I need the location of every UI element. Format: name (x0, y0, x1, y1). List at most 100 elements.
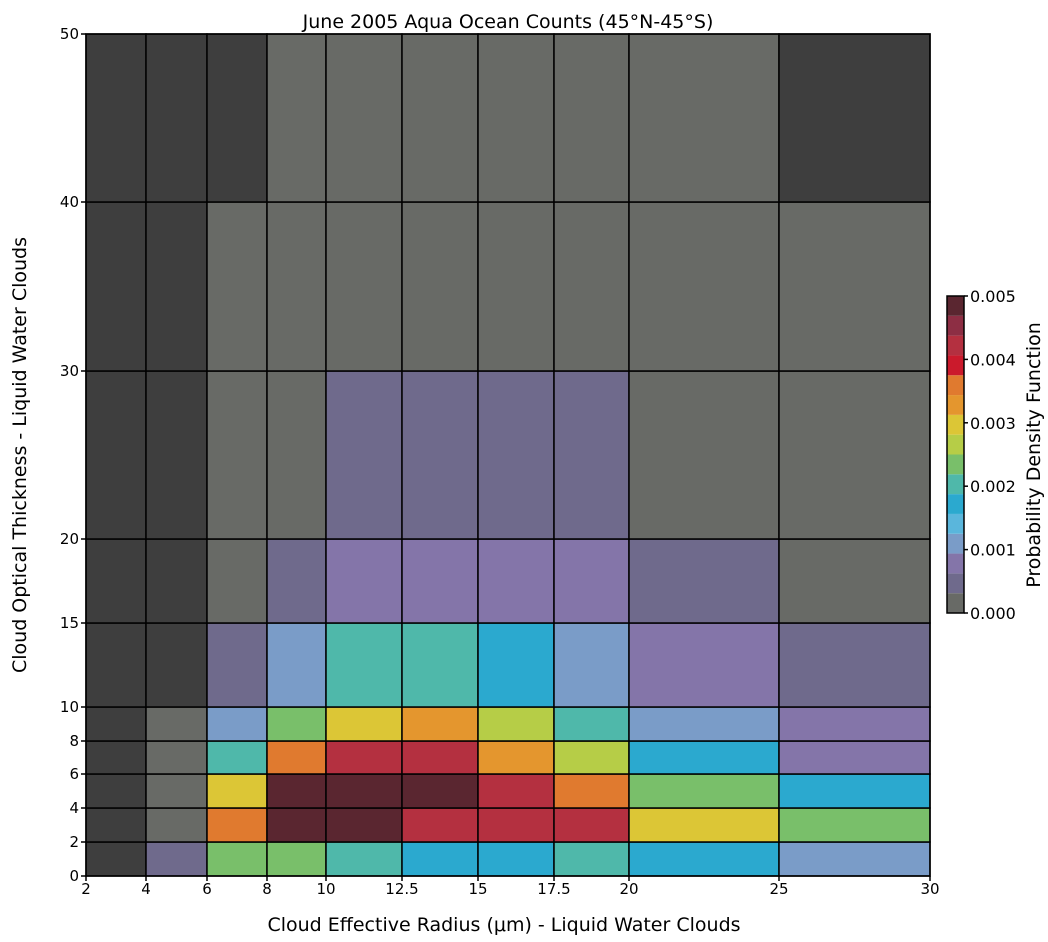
colorbar-label: Probability Density Function (1023, 322, 1045, 588)
colorbar-segment (947, 375, 964, 396)
heatmap-cell (628, 807, 780, 843)
heatmap-cell (628, 740, 780, 775)
heatmap-cell (477, 773, 555, 809)
heatmap-cell (266, 773, 327, 809)
colorbar-segment (947, 315, 964, 336)
heatmap-cell (553, 740, 630, 775)
heatmap-cell (85, 706, 147, 742)
colorbar-segment (947, 414, 964, 435)
heatmap-cell (628, 370, 780, 540)
y-tick-label: 6 (69, 765, 79, 783)
heatmap-cell (206, 807, 268, 843)
heatmap-cell (85, 807, 147, 843)
colorbar-frame (946, 295, 965, 614)
heatmap-cell (85, 773, 147, 809)
heatmap-cell (206, 622, 268, 708)
heatmap-cell (628, 841, 780, 877)
colorbar-segment (947, 553, 964, 574)
colorbar-segment (947, 573, 964, 594)
heatmap-cell (325, 622, 403, 708)
colorbar-segment (947, 494, 964, 514)
heatmap-cell (778, 370, 931, 540)
y-axis-label: Cloud Optical Thickness - Liquid Water C… (9, 237, 31, 673)
colorbar-segment (947, 454, 964, 475)
heatmap-cell (206, 201, 268, 372)
heatmap-cell (553, 33, 630, 203)
heatmap-cell (145, 370, 208, 540)
heatmap-cell (145, 807, 208, 843)
heatmap-cell (778, 201, 931, 372)
y-tick-label: 10 (60, 698, 79, 716)
heatmap-cell (628, 201, 780, 372)
heatmap-cell (325, 773, 403, 809)
heatmap-cell (325, 841, 403, 877)
heatmap-cell (206, 370, 268, 540)
colorbar-segment (947, 513, 964, 534)
heatmap-cell (553, 773, 630, 809)
y-tick-label: 4 (69, 799, 79, 817)
heatmap-cell (401, 622, 479, 708)
y-tick-label: 0 (69, 867, 79, 885)
heatmap-cell (325, 370, 403, 540)
heatmap-cell (477, 370, 555, 540)
heatmap-cell (628, 33, 780, 203)
heatmap-cell (401, 201, 479, 372)
heatmap-cell (778, 33, 931, 203)
y-tick-label: 40 (60, 193, 79, 211)
x-tick-label: 25 (769, 880, 788, 898)
heatmap-cell (778, 622, 931, 708)
heatmap-cell (401, 33, 479, 203)
colorbar-tick-label: 0.000 (970, 604, 1016, 623)
heatmap-cell (145, 33, 208, 203)
x-tick-label: 10 (316, 880, 335, 898)
heatmap-cell (325, 201, 403, 372)
x-axis-label: Cloud Effective Radius (μm) - Liquid Wat… (267, 914, 740, 936)
heatmap-cell (553, 807, 630, 843)
heatmap-cell (145, 740, 208, 775)
heatmap-cell (85, 622, 147, 708)
colorbar-segment (947, 395, 964, 415)
heatmap-cells (85, 33, 931, 877)
heatmap-cell (553, 201, 630, 372)
heatmap-cell (778, 706, 931, 742)
heatmap-cell (477, 622, 555, 708)
heatmap-cell (477, 538, 555, 624)
y-tick-label: 30 (60, 362, 79, 380)
heatmap-cell (206, 773, 268, 809)
heatmap-cell (401, 538, 479, 624)
heatmap-cell (85, 538, 147, 624)
heatmap-cell (401, 773, 479, 809)
colorbar-tick-label: 0.005 (970, 287, 1016, 306)
heatmap-cell (206, 841, 268, 877)
y-tick-label: 2 (69, 833, 79, 851)
colorbar-segment (947, 335, 964, 356)
x-tick-label: 12.5 (385, 880, 418, 898)
heatmap-cell (401, 807, 479, 843)
heatmap-cell (266, 622, 327, 708)
colorbar-segment (947, 296, 964, 316)
heatmap-cell (145, 538, 208, 624)
heatmap-cell (778, 538, 931, 624)
x-tick-label: 15 (468, 880, 487, 898)
heatmap-cell (266, 201, 327, 372)
heatmap-cell (477, 33, 555, 203)
heatmap-cell (553, 841, 630, 877)
heatmap-cell (145, 706, 208, 742)
heatmap-cell (477, 706, 555, 742)
heatmap-cell (85, 201, 147, 372)
colorbar-tick-label: 0.004 (970, 350, 1016, 369)
plot-frame (85, 33, 931, 877)
heatmap-cell (145, 841, 208, 877)
heatmap-cell (266, 807, 327, 843)
y-tick-label: 8 (69, 732, 79, 750)
colorbar: 0.000 0.001 0.002 0.003 0.004 0.005 (946, 287, 1016, 623)
heatmap-cell (628, 773, 780, 809)
heatmap-cell (266, 740, 327, 775)
heatmap-cell (145, 622, 208, 708)
heatmap-cell (325, 807, 403, 843)
heatmap-cell (206, 33, 268, 203)
x-tick-label: 17.5 (537, 880, 570, 898)
heatmap-cell (206, 740, 268, 775)
heatmap-cell (401, 706, 479, 742)
